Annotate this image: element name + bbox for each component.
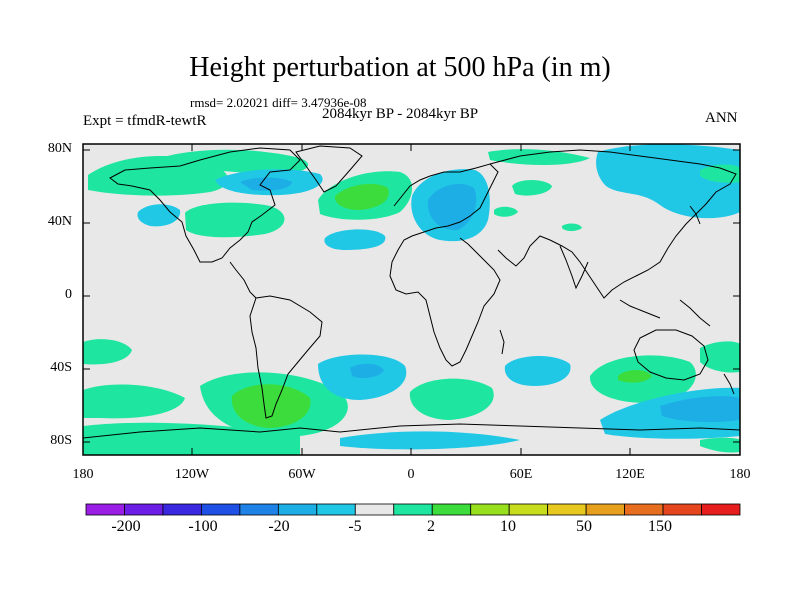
colorbar-swatch <box>316 503 356 516</box>
colorbar-label: 50 <box>576 518 592 535</box>
colorbar-swatch <box>162 503 202 516</box>
colorbar-label: 150 <box>648 518 672 535</box>
colorbar-swatch <box>585 503 625 516</box>
colorbar-swatch <box>239 503 279 516</box>
map-title: Height perturbation at 500 hPa (in m) <box>189 52 611 83</box>
colorbar-swatch <box>662 503 702 516</box>
colorbar-swatch <box>277 503 318 516</box>
colorbar-label: 2 <box>427 518 435 535</box>
colorbar-label: -5 <box>348 518 362 535</box>
colorbar-swatch <box>701 503 741 516</box>
lon-label-120w: 120W <box>174 467 210 482</box>
lon-label-180w: 180 <box>72 467 94 482</box>
lon-label-60e: 60E <box>509 467 533 482</box>
colorbar-swatch <box>470 503 510 516</box>
lat-label-80n: 80N <box>47 141 72 156</box>
colorbar-swatch <box>393 503 433 516</box>
colorbar-swatch <box>85 503 125 516</box>
lat-label-0: 0 <box>65 287 72 302</box>
lat-label-40s: 40S <box>50 360 72 375</box>
lon-label-180e: 180 <box>729 467 751 482</box>
colorbar-swatch <box>354 503 395 516</box>
colorbar-swatch <box>201 503 241 516</box>
period-text: 2084kyr BP - 2084kyr BP <box>322 106 479 122</box>
stats-text: rmsd= 2.02021 diff= 3.47936e-08 <box>190 95 367 110</box>
lon-label-0: 0 <box>407 467 415 482</box>
colorbar <box>85 503 741 516</box>
map-background <box>83 144 740 455</box>
lon-label-60w: 60W <box>288 467 316 482</box>
colorbar-label: -200 <box>111 518 141 535</box>
colorbar-swatch <box>124 503 164 516</box>
colorbar-swatch <box>624 503 664 516</box>
colorbar-swatch <box>431 503 472 516</box>
lat-label-80s: 80S <box>50 433 72 448</box>
colorbar-label: -100 <box>188 518 218 535</box>
contour-fills <box>83 144 740 455</box>
lat-label-40n: 40N <box>47 214 72 229</box>
colorbar-label: -20 <box>268 518 290 535</box>
colorbar-swatch <box>508 503 549 516</box>
lat-ticks <box>83 149 740 443</box>
colorbar-swatch <box>547 503 587 516</box>
colorbar-label: 10 <box>500 518 516 535</box>
coastlines <box>82 145 741 439</box>
experiment-label: Expt = tfmdR-tewtR <box>83 113 207 129</box>
season-label: ANN <box>705 110 738 126</box>
lon-label-120e: 120E <box>615 467 645 482</box>
lon-ticks <box>82 144 741 455</box>
